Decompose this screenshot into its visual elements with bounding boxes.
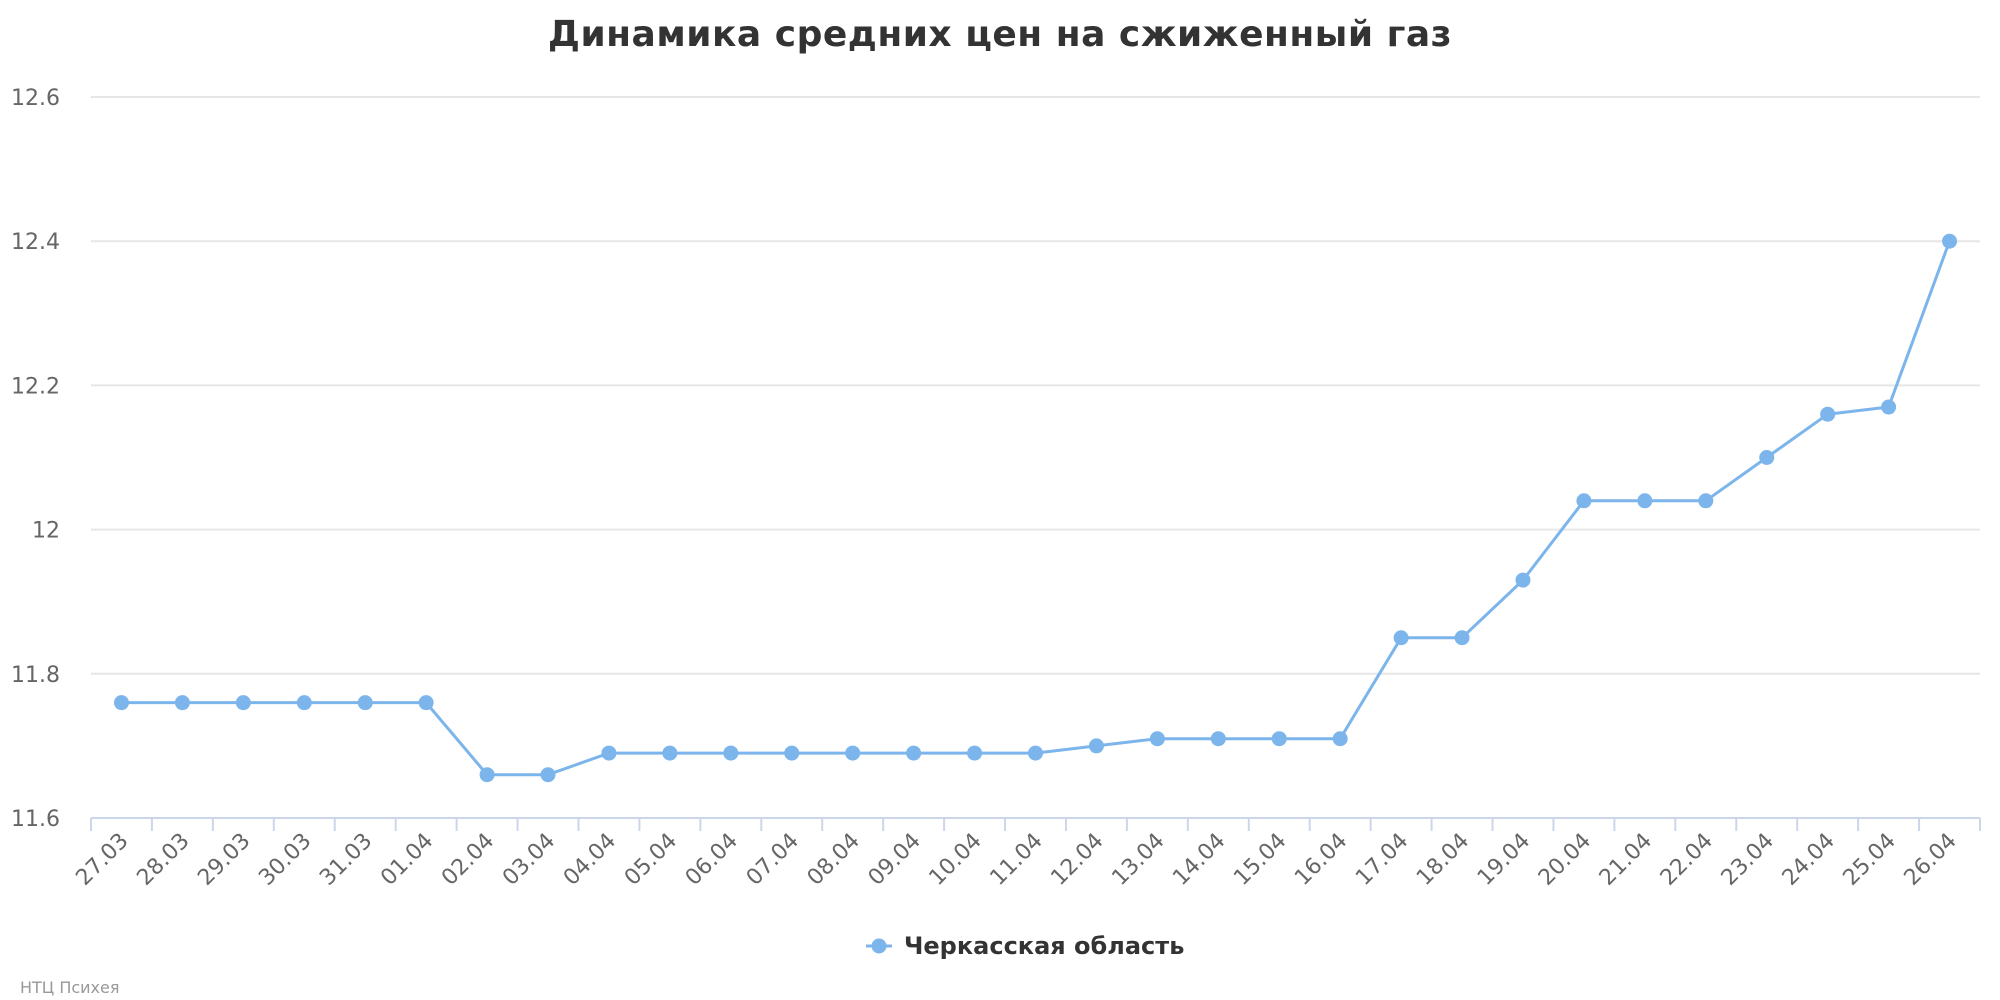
x-tick-label: 13.04 (1107, 829, 1169, 891)
x-tick-label: 20.04 (1534, 829, 1596, 891)
credits-text[interactable]: НТЦ Психея (20, 978, 119, 997)
data-point (1820, 406, 1836, 422)
x-tick-label: 26.04 (1900, 829, 1962, 891)
x-tick-label: 03.04 (498, 829, 560, 891)
data-point (967, 745, 983, 761)
x-tick-label: 24.04 (1778, 829, 1840, 891)
data-point (540, 767, 556, 783)
x-tick-label: 07.04 (742, 829, 804, 891)
data-point (174, 695, 190, 711)
data-point (1393, 630, 1409, 646)
legend-marker (871, 938, 887, 954)
x-tick-label: 12.04 (1046, 829, 1108, 891)
x-tick-label: 09.04 (864, 829, 926, 891)
data-point (1576, 493, 1592, 509)
x-tick-label: 29.03 (193, 829, 255, 891)
x-tick-label: 30.03 (254, 829, 316, 891)
x-tick-label: 05.04 (620, 829, 682, 891)
x-tick-label: 04.04 (559, 829, 621, 891)
y-tick-label: 11.6 (11, 807, 60, 832)
x-tick-label: 02.04 (437, 829, 499, 891)
x-tick-label: 14.04 (1168, 829, 1230, 891)
x-tick-label: 22.04 (1656, 829, 1718, 891)
data-point (357, 695, 373, 711)
x-tick-label: 23.04 (1717, 829, 1779, 891)
data-point (723, 745, 739, 761)
y-tick-label: 11.8 (11, 663, 60, 688)
grid-lines (91, 96, 1980, 675)
data-point (235, 695, 251, 711)
y-tick-label: 12.2 (11, 374, 60, 399)
data-point (906, 745, 922, 761)
data-point (296, 695, 312, 711)
x-tick-label: 15.04 (1229, 829, 1291, 891)
data-point (784, 745, 800, 761)
y-tick-label: 12.4 (11, 230, 60, 255)
x-tick-label: 21.04 (1595, 829, 1657, 891)
data-point (662, 745, 678, 761)
data-point (1698, 493, 1714, 509)
data-point (1515, 572, 1531, 588)
x-tick-label: 25.04 (1839, 829, 1901, 891)
x-tick-label: 17.04 (1351, 829, 1413, 891)
data-point (845, 745, 861, 761)
data-point (1271, 731, 1287, 747)
data-point (1881, 399, 1897, 415)
x-tick-label: 18.04 (1412, 829, 1474, 891)
x-tick-label: 01.04 (376, 829, 438, 891)
y-tick-label: 12 (32, 519, 60, 544)
series-group (113, 233, 1958, 783)
data-point (1454, 630, 1470, 646)
data-point (418, 695, 434, 711)
data-point (113, 695, 129, 711)
data-point (1149, 731, 1165, 747)
data-point (1637, 493, 1653, 509)
x-tick-label: 10.04 (925, 829, 987, 891)
x-tick-label: 11.04 (986, 829, 1048, 891)
series-line (120, 239, 1951, 777)
x-axis (90, 817, 1981, 831)
chart-title: Динамика средних цен на сжиженный газ (548, 14, 1452, 55)
x-tick-label: 31.03 (315, 829, 377, 891)
x-tick-label: 06.04 (681, 829, 743, 891)
x-tick-label: 08.04 (803, 829, 865, 891)
data-point (1088, 738, 1104, 754)
x-tick-label: 27.03 (71, 829, 133, 891)
data-point (601, 745, 617, 761)
data-point (479, 767, 495, 783)
y-tick-label: 12.6 (11, 86, 60, 111)
x-tick-label: 16.04 (1290, 829, 1352, 891)
data-point (1759, 450, 1775, 465)
legend[interactable]: Черкасская область (866, 932, 1184, 960)
x-tick-label: 19.04 (1473, 829, 1535, 891)
data-point (1332, 731, 1348, 747)
x-tick-label: 28.03 (132, 829, 194, 891)
y-axis-labels: 11.6 11.8 12 12.2 12.4 12.6 (11, 86, 60, 832)
data-point (1942, 233, 1958, 249)
legend-label: Черкасская область (904, 932, 1184, 960)
data-point (1028, 745, 1043, 761)
data-point (1210, 731, 1226, 747)
x-axis-labels: 27.0328.0329.0330.0331.0301.0402.0403.04… (71, 829, 1961, 891)
